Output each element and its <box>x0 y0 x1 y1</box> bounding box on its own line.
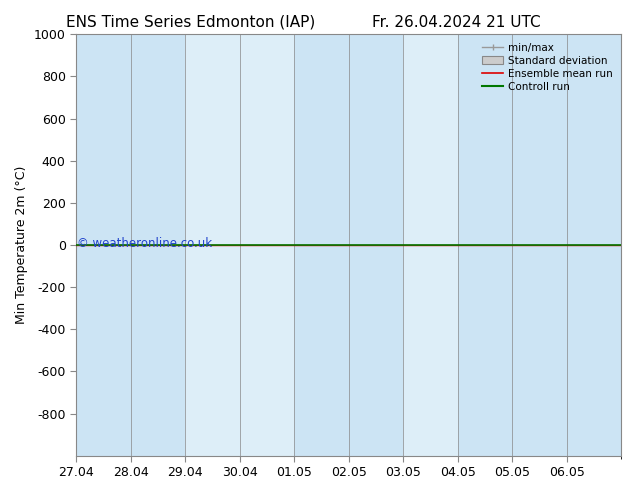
Bar <box>458 34 567 456</box>
Legend: min/max, Standard deviation, Ensemble mean run, Controll run: min/max, Standard deviation, Ensemble me… <box>479 40 616 95</box>
Bar <box>567 34 621 456</box>
Bar <box>294 34 403 456</box>
Text: © weatheronline.co.uk: © weatheronline.co.uk <box>77 237 212 249</box>
Text: Fr. 26.04.2024 21 UTC: Fr. 26.04.2024 21 UTC <box>372 15 541 30</box>
Bar <box>76 34 185 456</box>
Y-axis label: Min Temperature 2m (°C): Min Temperature 2m (°C) <box>15 166 29 324</box>
Text: ENS Time Series Edmonton (IAP): ENS Time Series Edmonton (IAP) <box>65 15 315 30</box>
